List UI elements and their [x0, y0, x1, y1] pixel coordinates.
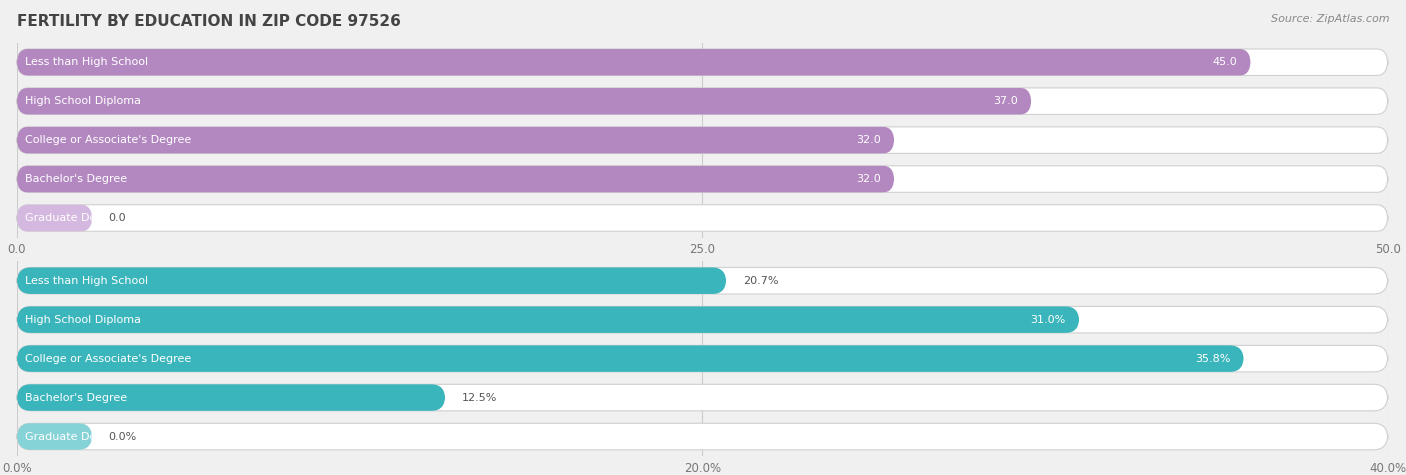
FancyBboxPatch shape: [17, 384, 446, 411]
Text: 20.7%: 20.7%: [742, 276, 779, 286]
Text: 45.0: 45.0: [1212, 57, 1237, 67]
FancyBboxPatch shape: [17, 205, 93, 231]
Text: High School Diploma: High School Diploma: [25, 314, 141, 325]
Text: 32.0: 32.0: [856, 174, 880, 184]
Text: 32.0: 32.0: [856, 135, 880, 145]
FancyBboxPatch shape: [17, 205, 1388, 231]
FancyBboxPatch shape: [17, 345, 1244, 372]
FancyBboxPatch shape: [17, 127, 894, 153]
FancyBboxPatch shape: [17, 384, 1388, 411]
FancyBboxPatch shape: [17, 49, 1251, 76]
Text: Bachelor's Degree: Bachelor's Degree: [25, 174, 127, 184]
Text: 12.5%: 12.5%: [461, 392, 498, 403]
Text: Less than High School: Less than High School: [25, 276, 148, 286]
FancyBboxPatch shape: [17, 423, 1388, 450]
Text: High School Diploma: High School Diploma: [25, 96, 141, 106]
FancyBboxPatch shape: [17, 49, 1388, 76]
Text: 35.8%: 35.8%: [1195, 353, 1230, 364]
Text: 0.0: 0.0: [108, 213, 127, 223]
Text: Graduate Degree: Graduate Degree: [25, 213, 122, 223]
Text: FERTILITY BY EDUCATION IN ZIP CODE 97526: FERTILITY BY EDUCATION IN ZIP CODE 97526: [17, 14, 401, 29]
FancyBboxPatch shape: [17, 345, 1388, 372]
FancyBboxPatch shape: [17, 267, 1388, 294]
Text: College or Associate's Degree: College or Associate's Degree: [25, 353, 191, 364]
Text: Graduate Degree: Graduate Degree: [25, 431, 122, 442]
FancyBboxPatch shape: [17, 88, 1032, 114]
Text: Less than High School: Less than High School: [25, 57, 148, 67]
Text: 37.0: 37.0: [993, 96, 1018, 106]
FancyBboxPatch shape: [17, 127, 1388, 153]
Text: 31.0%: 31.0%: [1031, 314, 1066, 325]
FancyBboxPatch shape: [17, 267, 727, 294]
Text: Source: ZipAtlas.com: Source: ZipAtlas.com: [1271, 14, 1389, 24]
FancyBboxPatch shape: [17, 166, 1388, 192]
FancyBboxPatch shape: [17, 423, 93, 450]
FancyBboxPatch shape: [17, 306, 1080, 333]
FancyBboxPatch shape: [17, 88, 1388, 114]
FancyBboxPatch shape: [17, 166, 894, 192]
Text: Bachelor's Degree: Bachelor's Degree: [25, 392, 127, 403]
Text: College or Associate's Degree: College or Associate's Degree: [25, 135, 191, 145]
Text: 0.0%: 0.0%: [108, 431, 136, 442]
FancyBboxPatch shape: [17, 306, 1388, 333]
